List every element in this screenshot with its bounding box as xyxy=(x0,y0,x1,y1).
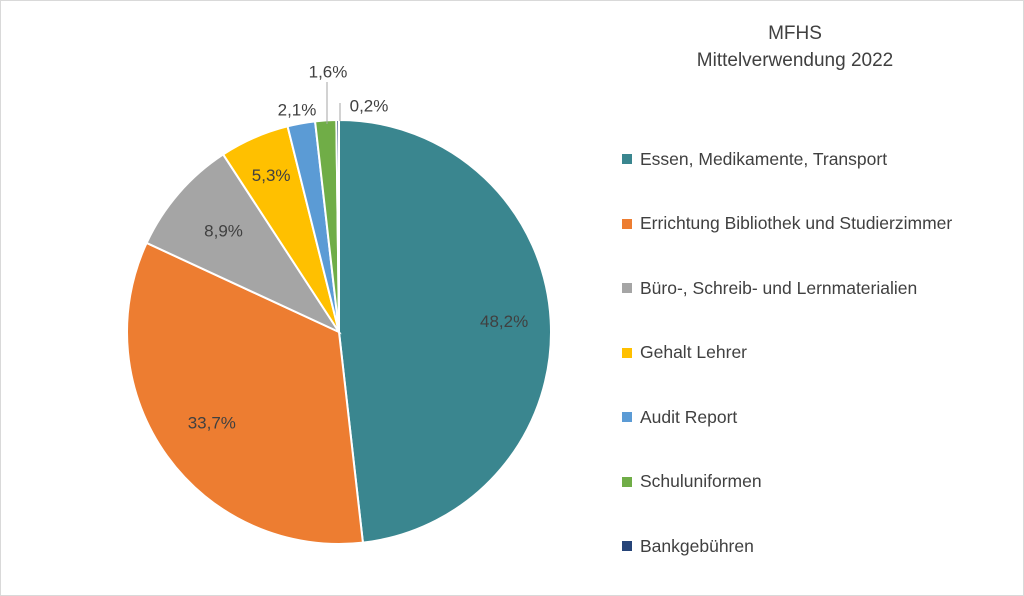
legend-item: Schuluniformen xyxy=(622,450,952,515)
data-label: 0,2% xyxy=(350,96,389,115)
legend-item: Audit Report xyxy=(622,385,952,450)
data-label: 2,1% xyxy=(278,100,317,119)
chart-title: MFHS xyxy=(768,23,822,44)
pie-slice xyxy=(145,153,342,335)
legend-label: Bankgebühren xyxy=(640,535,754,556)
pie-slice xyxy=(335,118,340,333)
pie-slice xyxy=(126,241,365,545)
data-label: 1,6% xyxy=(309,62,348,81)
legend-label: Gehalt Lehrer xyxy=(640,342,748,363)
legend-swatch xyxy=(622,412,632,423)
legend-swatch xyxy=(622,154,632,165)
legend-swatch xyxy=(622,218,632,229)
legend-item: Bankgebühren xyxy=(622,514,952,579)
data-label: 5,3% xyxy=(252,166,291,185)
pie-slice xyxy=(338,118,552,544)
legend-swatch xyxy=(622,476,632,487)
legend-label: Essen, Medikamente, Transport xyxy=(640,148,888,169)
legend-label: Errichtung Bibliothek und Studierzimmer xyxy=(640,213,953,234)
data-label: 48,2% xyxy=(480,312,528,331)
chart-legend: Essen, Medikamente, Transport Errichtung … xyxy=(622,127,952,579)
chart-subtitle: Mittelverwendung 2022 xyxy=(696,50,894,71)
legend-item: Gehalt Lehrer xyxy=(622,321,952,386)
data-label: 33,7% xyxy=(188,413,236,432)
legend-item: Errichtung Bibliothek und Studierzimmer xyxy=(622,192,952,257)
legend-item: Büro-, Schreib- und Lernmaterialien xyxy=(622,256,952,321)
legend-swatch xyxy=(622,541,632,552)
legend-item: Essen, Medikamente, Transport xyxy=(622,127,952,192)
legend-label: Audit Report xyxy=(640,406,738,427)
legend-swatch xyxy=(622,283,632,294)
data-label: 8,9% xyxy=(204,222,243,241)
legend-label: Schuluniformen xyxy=(640,471,762,492)
chart-title-block: MFHS Mittelverwendung 2022 xyxy=(640,20,950,74)
legend-swatch xyxy=(622,347,632,358)
legend-label: Büro-, Schreib- und Lernmaterialien xyxy=(640,277,918,298)
